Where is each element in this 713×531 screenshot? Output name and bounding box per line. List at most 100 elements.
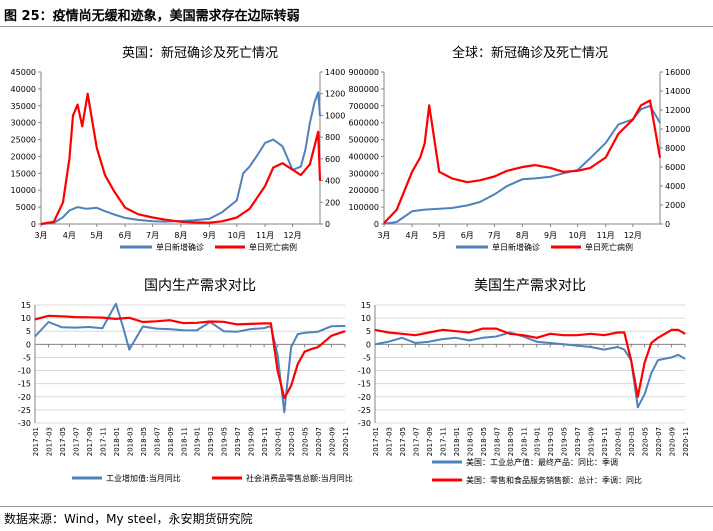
data-point (74, 327, 76, 329)
x-tick-label: 2019-03 (207, 427, 215, 456)
data-point (466, 204, 468, 206)
data-point (506, 185, 508, 187)
y-left-tick-label: 30000 (11, 119, 36, 128)
data-point (86, 208, 88, 210)
legend-label: 单日死亡病例 (249, 242, 297, 252)
x-tick-label: 2017-03 (45, 427, 53, 456)
data-point (74, 316, 76, 318)
data-point (223, 330, 225, 332)
data-point (272, 139, 274, 141)
y-right-tick-label: 200 (325, 198, 340, 207)
chart-2: 全球：新冠确诊及死亡情况0100000200000300000400000500… (348, 45, 690, 252)
data-point (623, 331, 625, 334)
x-tick-label: 9月 (203, 231, 216, 240)
x-tick-label: 2020-07 (315, 427, 323, 456)
data-point (640, 108, 642, 110)
data-point (137, 213, 139, 215)
data-point (479, 179, 481, 181)
x-tick-label: 2018-09 (167, 427, 175, 456)
data-point (77, 206, 79, 208)
x-tick-label: 2017-05 (59, 427, 67, 456)
series-line-2 (383, 99, 662, 224)
data-point (304, 332, 306, 334)
data-point (374, 343, 376, 345)
data-point (677, 354, 679, 356)
data-point (319, 180, 321, 182)
data-point (277, 370, 279, 372)
data-point (451, 177, 453, 179)
data-point (264, 185, 266, 187)
data-point (330, 335, 333, 337)
x-tick-label: 2019-01 (534, 427, 542, 456)
y-right-tick-label: 6000 (665, 163, 685, 172)
x-tick-label: 7月 (488, 231, 501, 240)
data-point (88, 316, 90, 318)
y-left-tick-label: 10000 (11, 186, 36, 195)
figure-title: 图 25：疫情尚无缓和迹象，美国需求存在边际转弱 (4, 9, 300, 24)
x-tick-label: 2020-01 (615, 427, 623, 456)
data-point (53, 221, 55, 223)
legend-label: 工业增加值:当月同比 (106, 473, 181, 483)
x-tick-label: 2019-07 (234, 427, 242, 456)
data-point (623, 349, 625, 351)
data-point (263, 327, 265, 329)
data-point (344, 325, 346, 327)
data-point (61, 315, 63, 317)
y-tick-label: 10 (21, 314, 31, 323)
data-point (81, 125, 83, 127)
data-point (677, 329, 679, 331)
data-point (124, 207, 126, 209)
data-point (113, 213, 115, 216)
series-line-1 (34, 302, 346, 414)
x-tick-label: 2019-11 (261, 427, 269, 456)
x-tick-label: 11月 (597, 231, 615, 240)
x-tick-label: 3月 (34, 231, 47, 240)
y-tick-label: -25 (358, 406, 371, 415)
x-tick-label: 2018-01 (453, 427, 461, 456)
data-point (468, 331, 470, 334)
data-point (221, 220, 223, 222)
data-point (196, 329, 198, 331)
data-point (603, 349, 605, 351)
data-point (152, 220, 154, 222)
chart-title: 国内生产需求对比 (144, 278, 256, 294)
data-point (258, 152, 260, 154)
data-point (522, 334, 524, 336)
data-point (263, 322, 265, 324)
x-tick-label: 6月 (119, 231, 132, 240)
x-tick-label: 2019-01 (194, 427, 202, 456)
x-tick-label: 2017-11 (99, 427, 107, 456)
data-point (47, 321, 50, 323)
data-point (164, 219, 166, 221)
data-point (411, 171, 413, 173)
data-point (549, 167, 552, 169)
data-point (142, 325, 144, 328)
x-tick-label: 2017-11 (439, 427, 447, 456)
data-point (644, 393, 646, 395)
data-point (193, 221, 195, 223)
data-point (387, 341, 390, 343)
data-point (441, 338, 443, 340)
data-point (221, 211, 223, 213)
y-right-tick-label: 0 (665, 220, 670, 229)
x-tick-label: 12月 (624, 231, 642, 240)
y-left-tick-label: 100000 (348, 203, 379, 212)
data-point (317, 331, 319, 333)
data-point (300, 174, 302, 176)
legend-label: 社会消费品零售总额:当月同比 (246, 473, 353, 483)
legend-label: 单日新增确诊 (492, 242, 540, 252)
data-point (617, 133, 620, 135)
series-line-2 (374, 327, 686, 398)
data-point (313, 101, 316, 103)
data-point (155, 320, 157, 322)
data-point (536, 337, 538, 339)
data-point (438, 171, 440, 173)
data-point (281, 162, 284, 164)
data-point (292, 169, 294, 171)
y-right-tick-label: 0 (325, 220, 330, 229)
data-point (250, 323, 252, 325)
data-point (589, 167, 591, 169)
y-right-tick-label: 2000 (665, 201, 685, 210)
data-point (576, 334, 578, 336)
